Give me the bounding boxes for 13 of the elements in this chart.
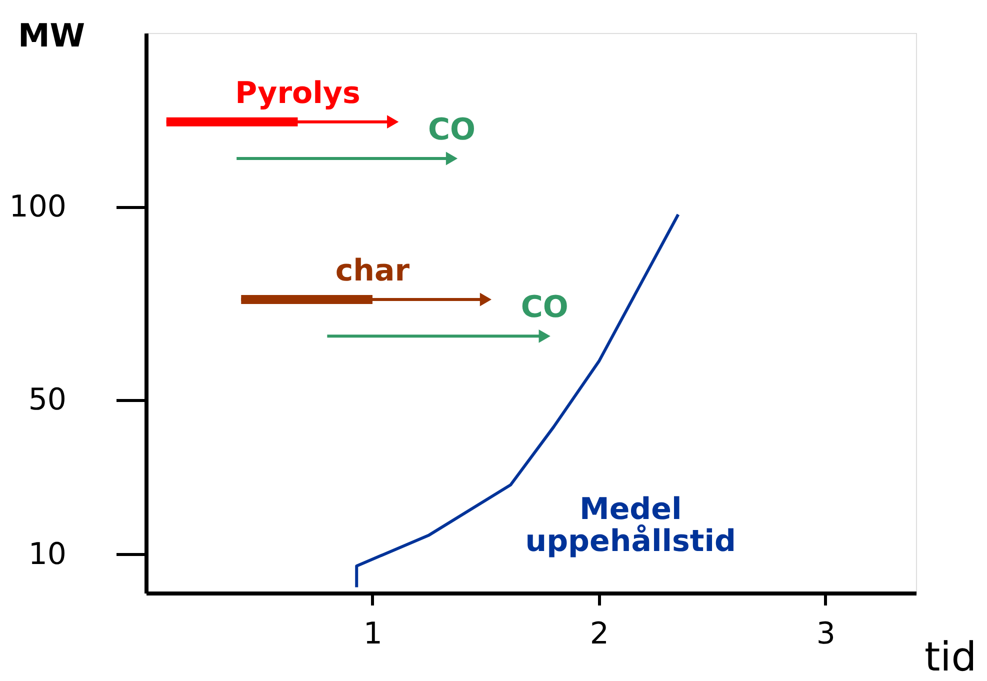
series-label: Pyrolys <box>235 76 360 111</box>
y-tick-label: 50 <box>28 382 66 418</box>
x-tick-label: 3 <box>816 616 836 652</box>
y-tick-label: 100 <box>9 189 66 224</box>
y-axis-title: MW <box>18 16 86 54</box>
series-label: CO <box>428 112 476 148</box>
series-label: CO <box>520 290 568 326</box>
x-tick-label: 2 <box>590 616 609 652</box>
y-tick-label: 10 <box>28 536 66 572</box>
series-label: char <box>335 253 410 288</box>
x-tick-label: 1 <box>363 616 383 652</box>
series-label: Medel uppehållstid <box>525 492 736 559</box>
x-axis-title: tid <box>924 634 977 680</box>
